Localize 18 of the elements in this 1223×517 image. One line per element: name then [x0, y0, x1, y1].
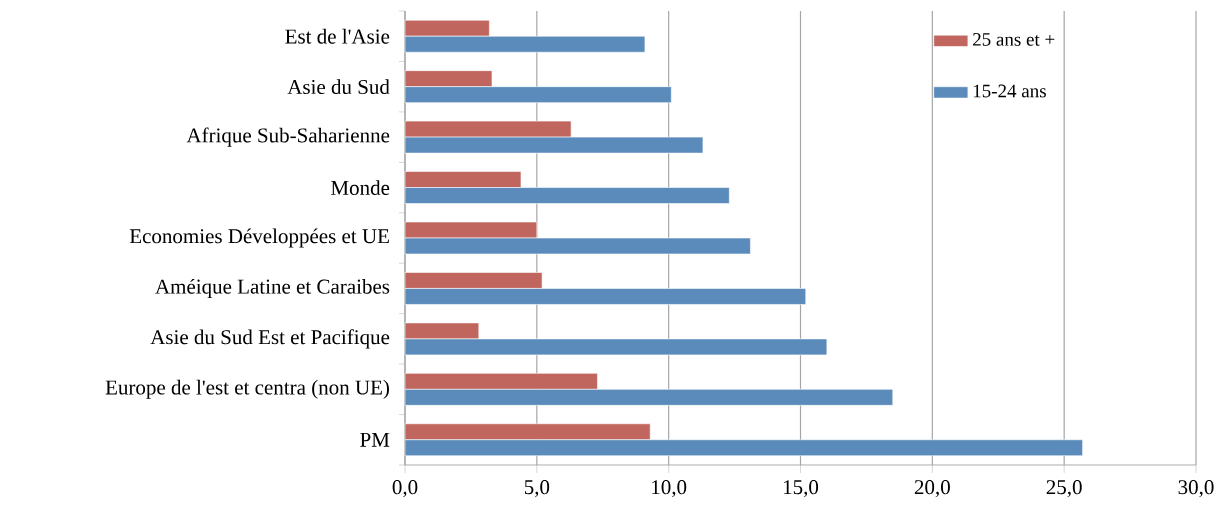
- y-tick-label: Economies Développées et UE: [129, 228, 389, 248]
- legend-label: 25 ans et +: [973, 33, 1055, 46]
- y-tick-label: Afrique Sub-Saharienne: [186, 127, 390, 147]
- y-tick-label: Monde: [331, 180, 390, 195]
- x-tick-label: 0,0: [392, 480, 418, 498]
- x-tick-label: 20,0: [914, 480, 950, 498]
- y-tick-label: Asie du Sud: [287, 79, 390, 95]
- y-tick-label: Asie du Sud Est et Pacifique: [150, 329, 390, 349]
- y-tick-label: Europe de l'est et centra (non UE): [105, 379, 389, 399]
- x-tick-label: 5,0: [524, 480, 550, 498]
- x-tick-label: 25,0: [1046, 480, 1082, 498]
- y-tick-label: PM: [360, 432, 390, 447]
- x-tick-label: 30,0: [1178, 480, 1214, 498]
- x-tick-label: 10,0: [652, 480, 687, 498]
- y-tick-label: Est de l'Asie: [285, 28, 390, 44]
- legend-label: 15-24 ans: [973, 84, 1046, 98]
- x-tick-label: 15,0: [783, 480, 819, 498]
- y-tick-label: Améique Latine et Caraibes: [155, 278, 390, 298]
